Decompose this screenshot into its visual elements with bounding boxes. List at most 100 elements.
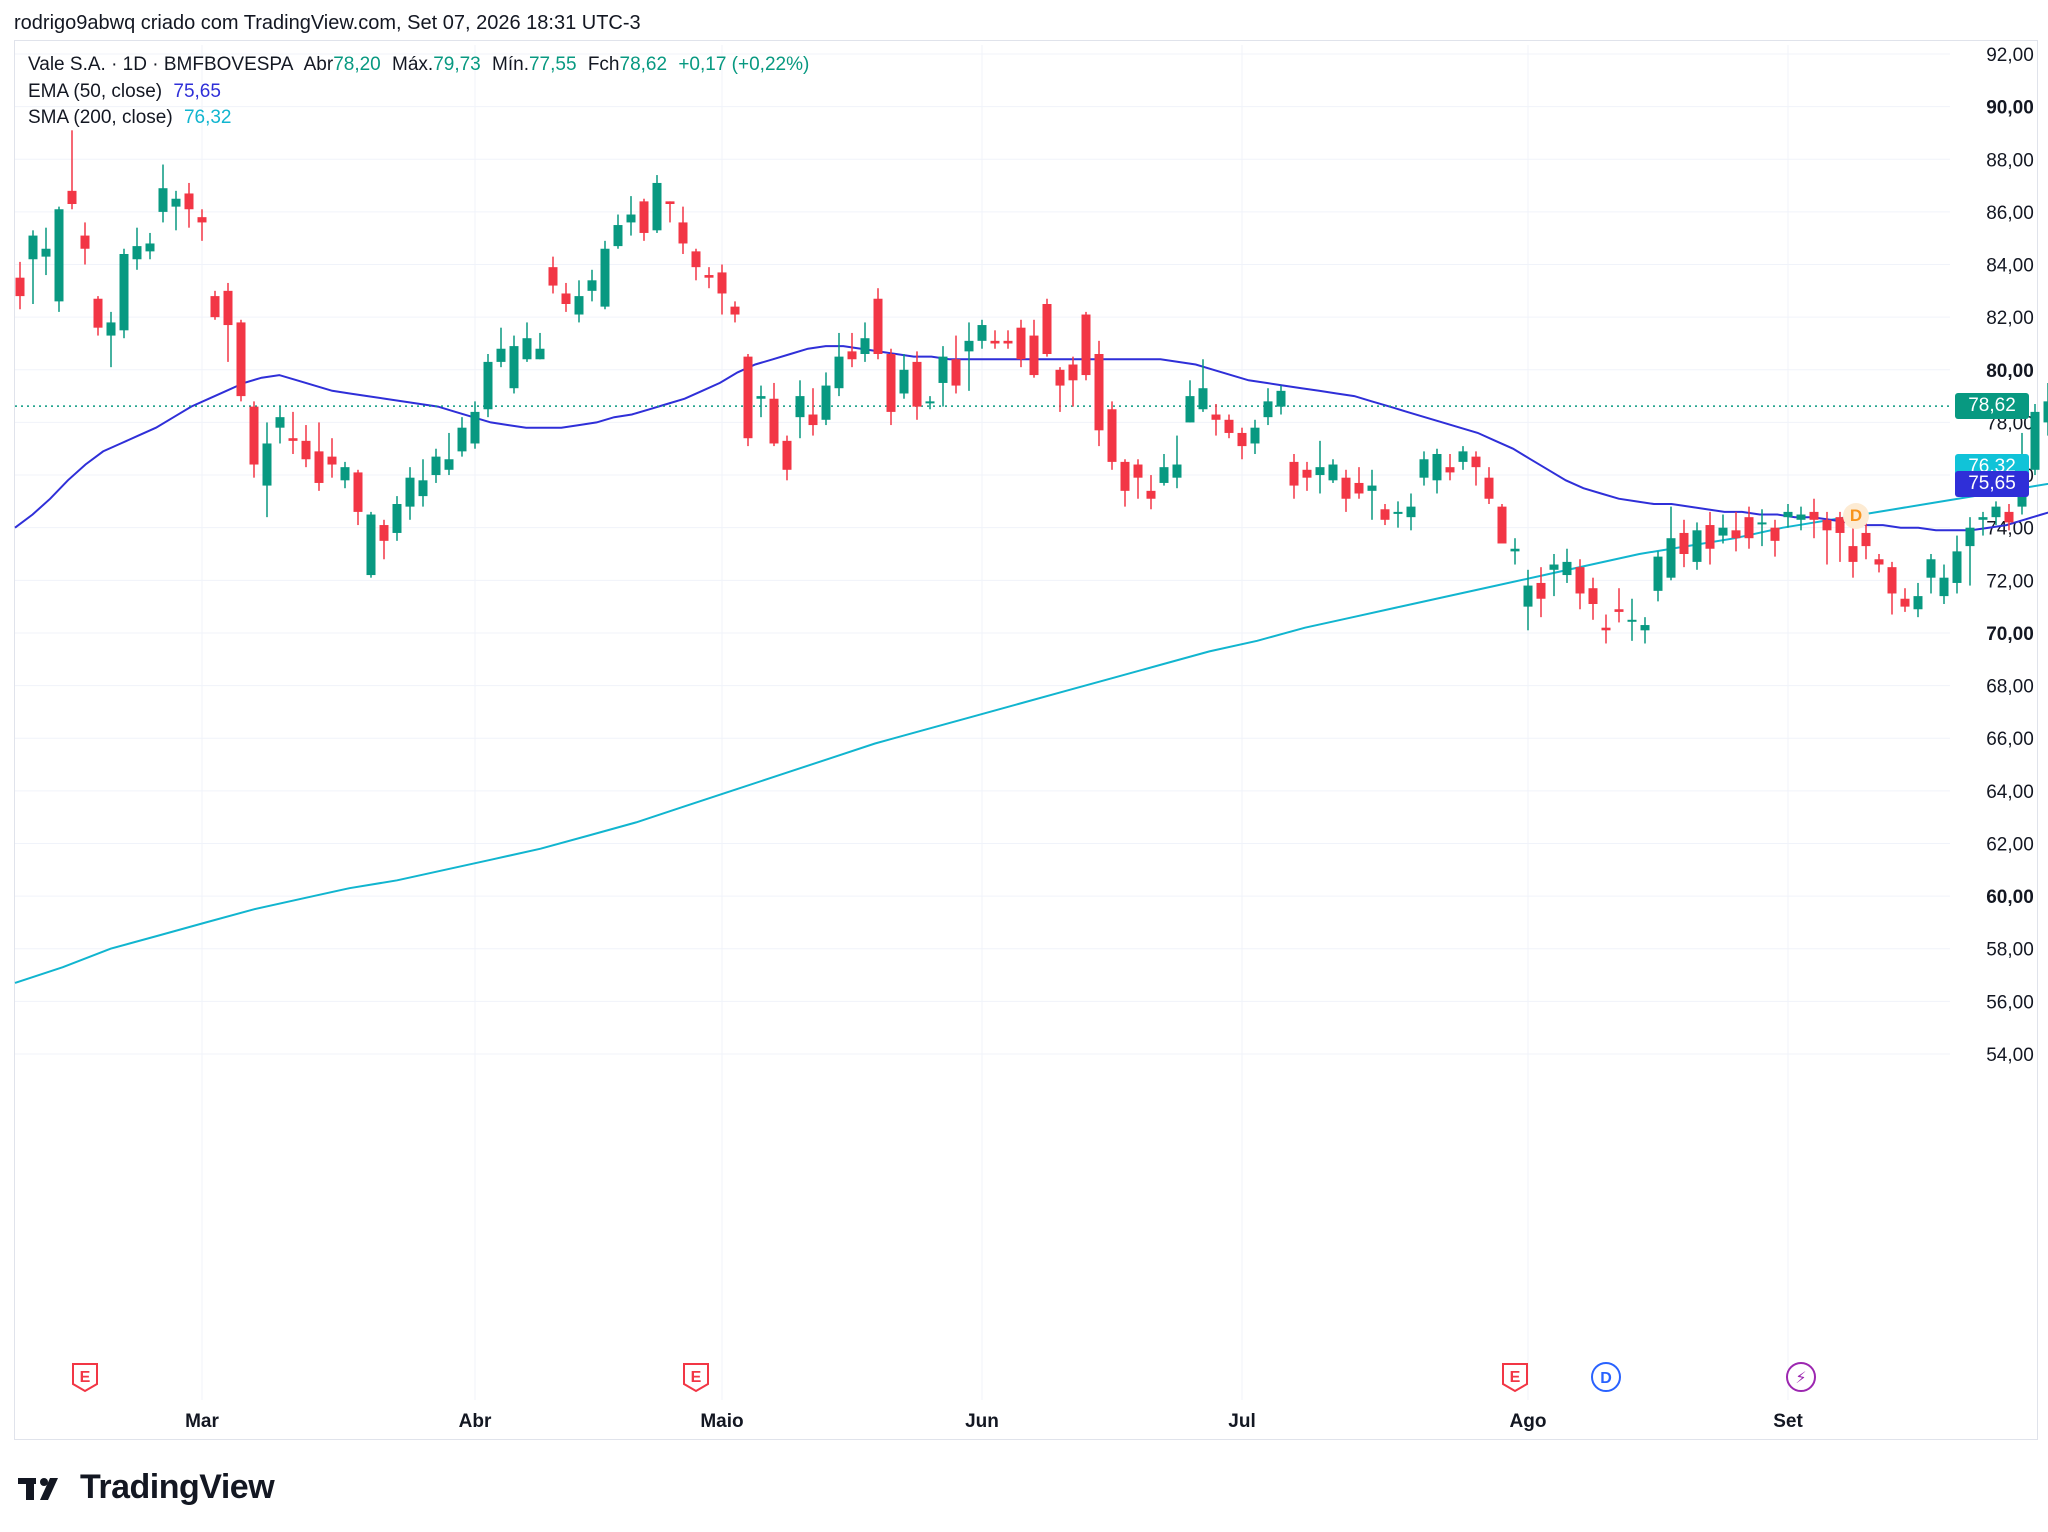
candle-body <box>1926 559 1936 578</box>
candle-body <box>1653 556 1663 591</box>
candle-body <box>574 296 584 315</box>
candle-body <box>795 396 805 418</box>
candle-body <box>483 361 493 410</box>
candle-body <box>1159 467 1169 483</box>
candle-body <box>1263 401 1273 418</box>
candle-body <box>301 440 311 460</box>
candle-body <box>1666 538 1676 578</box>
candle-body <box>288 438 298 441</box>
y-tick-label: 84,00 <box>1986 256 2034 277</box>
chart-frame[interactable] <box>14 40 2038 1440</box>
candle-body <box>1731 530 1741 539</box>
tradingview-logo-icon <box>18 1477 58 1500</box>
candle-body <box>782 440 792 470</box>
candle-body <box>704 275 714 278</box>
candle-body <box>54 209 64 302</box>
candle-body <box>548 267 558 286</box>
sma-value: 76,32 <box>183 107 232 128</box>
symbol-label[interactable]: Vale S.A. · 1D · BMFBOVESPA <box>28 54 294 75</box>
x-tick-label: Jun <box>965 1411 999 1432</box>
high-label: Máx. <box>392 54 434 75</box>
candle-body <box>1406 506 1416 518</box>
candle-body <box>366 514 376 576</box>
candle-body <box>379 525 389 541</box>
candle-body <box>1705 525 1715 549</box>
candle-body <box>67 190 77 204</box>
candle-body <box>1913 596 1923 610</box>
candle-body <box>184 193 194 210</box>
y-tick-label: 56,00 <box>1986 992 2034 1013</box>
candle-body <box>223 290 233 326</box>
candle-body <box>1601 627 1611 631</box>
dividend-event-label: D <box>1600 1370 1612 1387</box>
candle-body <box>1367 485 1377 491</box>
ema-legend[interactable]: EMA (50, close) 75,65 <box>28 81 227 103</box>
candle-body <box>314 451 324 483</box>
candle-body <box>1809 511 1819 520</box>
candle-body <box>119 254 129 331</box>
y-tick-label: 92,00 <box>1986 45 2034 66</box>
candle-body <box>1458 451 1468 462</box>
y-tick-label: 82,00 <box>1986 308 2034 329</box>
candle-body <box>821 385 831 420</box>
candle-body <box>834 356 844 389</box>
brand-name: TradingView <box>80 1468 275 1506</box>
candle-body <box>1354 482 1364 494</box>
candle-body <box>1549 564 1559 570</box>
ohlc-legend: Vale S.A. · 1D · BMFBOVESPA Abr78,20 Máx… <box>28 54 815 76</box>
low-label: Mín. <box>492 54 529 75</box>
candle-body <box>1523 585 1533 607</box>
split-event-icon <box>1786 1362 1816 1392</box>
candle-body <box>1614 609 1624 612</box>
candle-body <box>2043 401 2048 423</box>
candle-body <box>522 338 532 360</box>
x-tick-label: Mar <box>185 1411 219 1432</box>
candle-body <box>990 340 1000 344</box>
chart-caption: rodrigo9abwq criado com TradingView.com,… <box>14 12 641 34</box>
candle-body <box>1341 477 1351 499</box>
candle-body <box>106 322 116 336</box>
candle-body <box>1484 477 1494 499</box>
candle-body <box>1835 517 1845 533</box>
dividend-marker[interactable]: D <box>1843 503 1869 529</box>
candle-body <box>847 351 857 360</box>
candle-body <box>964 340 974 352</box>
candle-body <box>1679 532 1689 554</box>
y-tick-label: 54,00 <box>1986 1045 2034 1066</box>
candle-body <box>15 277 25 297</box>
candle-body <box>873 298 883 354</box>
tradingview-logo[interactable]: TradingView <box>18 1468 275 1507</box>
candle-body <box>392 504 402 533</box>
candle-body <box>1211 414 1221 420</box>
candle-body <box>678 222 688 244</box>
candle-body <box>1094 354 1104 431</box>
candle-body <box>1432 454 1442 481</box>
y-tick-label: 70,00 <box>1986 624 2034 645</box>
candle-body <box>80 235 90 249</box>
candle-body <box>639 201 649 233</box>
x-tick-label: Set <box>1773 1411 1803 1432</box>
split-event-label: ⚡ <box>1795 1368 1806 1387</box>
candle-body <box>470 411 480 444</box>
x-tick-label: Jul <box>1228 1411 1255 1432</box>
y-tick-label: 62,00 <box>1986 834 2034 855</box>
candle-body <box>1068 364 1078 381</box>
candle-body <box>431 456 441 476</box>
y-tick-label: 80,00 <box>1986 361 2034 382</box>
sma-legend[interactable]: SMA (200, close) 76,32 <box>28 107 238 129</box>
candle-body <box>1328 464 1338 481</box>
candle-body <box>1003 340 1013 344</box>
candle-body <box>899 369 909 394</box>
candle-body <box>1640 625 1650 631</box>
dividend-event-icon <box>1591 1362 1621 1392</box>
x-tick-label: Abr <box>459 1411 492 1432</box>
candle-body <box>1718 527 1728 536</box>
candle-body <box>418 480 428 497</box>
close-label: Fch <box>587 54 620 75</box>
candle-body <box>145 243 155 252</box>
candle-body <box>1627 619 1637 622</box>
candle-body <box>275 417 285 428</box>
candle-body <box>210 296 220 318</box>
candle-body <box>1289 461 1299 486</box>
